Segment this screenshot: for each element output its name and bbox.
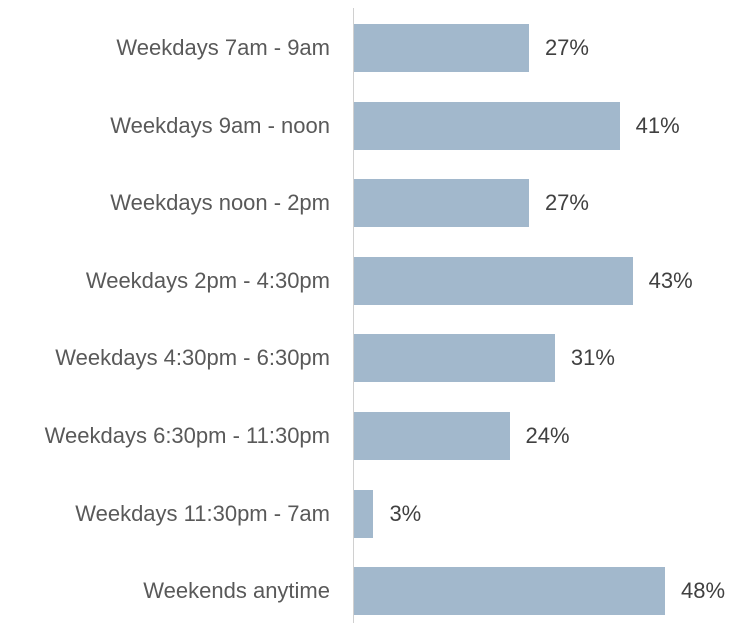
bar <box>354 489 374 538</box>
value-label: 27% <box>544 35 589 60</box>
bar <box>354 567 665 616</box>
value-label: 48% <box>681 578 726 604</box>
category-label: Weekdays 11:30pm - 7am <box>75 500 330 526</box>
category-label: Weekdays noon - 2pm <box>110 190 330 216</box>
category-label: Weekdays 6:30pm - 11:30pm <box>44 423 330 448</box>
category-label: Weekdays 4:30pm - 6:30pm <box>55 345 330 371</box>
bar <box>354 412 510 460</box>
bar <box>354 256 633 305</box>
bar <box>354 179 529 228</box>
category-label: Weekdays 7am - 9am <box>116 35 330 60</box>
value-label: 3% <box>389 500 422 526</box>
bar <box>354 101 620 150</box>
bar <box>354 24 529 72</box>
value-label: 43% <box>648 267 693 293</box>
category-label: Weekdays 9am - noon <box>110 112 330 138</box>
value-label: 31% <box>570 345 615 371</box>
bar <box>354 334 555 383</box>
value-label: 27% <box>544 190 589 216</box>
category-label: Weekdays 2pm - 4:30pm <box>85 267 330 293</box>
axis-line <box>353 8 354 623</box>
category-label: Weekends anytime <box>143 578 330 604</box>
value-label: 41% <box>635 112 680 138</box>
value-label: 24% <box>525 423 570 448</box>
